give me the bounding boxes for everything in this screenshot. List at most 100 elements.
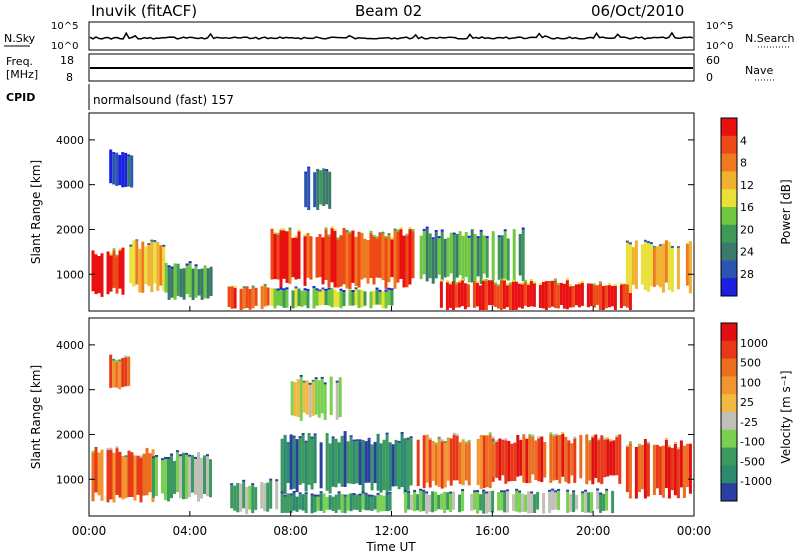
echo-edge-cell (393, 228, 397, 231)
echo-cell (500, 235, 504, 284)
echo-edge-cell (448, 282, 452, 285)
echo-edge-cell (355, 439, 359, 442)
echo-edge-cell (162, 244, 166, 247)
time-axis-label: Time UT (365, 540, 416, 554)
echo-cell (197, 269, 201, 296)
velocity-heatmap (91, 354, 692, 515)
echo-cell (112, 360, 116, 388)
echo-cell (254, 287, 258, 306)
echo-edge-cell (584, 489, 588, 492)
echo-cell (141, 241, 145, 293)
echo-edge-cell (279, 287, 283, 290)
echo-cell (673, 443, 677, 496)
echo-cell (304, 494, 308, 513)
echo-cell (156, 242, 160, 291)
echo-cell (346, 494, 350, 511)
echo-cell (390, 239, 394, 278)
echo-cell (411, 231, 415, 279)
echo-cell (584, 491, 588, 513)
echo-cell (385, 434, 389, 493)
echo-edge-cell (537, 436, 541, 439)
echo-edge-cell (319, 491, 323, 494)
echo-cell (376, 433, 380, 491)
velocity-colorbar: 1000 500 100 25 -25 -100 -500 -1000 (720, 322, 772, 502)
echo-edge-cell (282, 228, 286, 231)
echo-edge-cell (339, 288, 343, 291)
colorbar-swatch (721, 376, 737, 395)
echo-cell (457, 282, 461, 308)
colorbar-tick-label: 28 (740, 268, 754, 281)
echo-edge-cell (603, 437, 607, 440)
echo-edge-cell (115, 446, 119, 449)
echo-edge-cell (288, 227, 292, 230)
echo-cell (682, 445, 686, 498)
echo-cell (603, 439, 607, 478)
echo-cell (142, 453, 146, 496)
echo-edge-cell (303, 288, 307, 291)
beam-title: Beam 02 (355, 2, 422, 20)
echo-edge-cell (599, 492, 603, 495)
echo-cell (121, 357, 125, 388)
echo-cell (164, 262, 168, 293)
echo-edge-cell (124, 355, 128, 358)
echo-edge-cell (555, 433, 559, 436)
echo-cell (230, 485, 234, 509)
echo-cell (505, 285, 509, 308)
echo-cell (328, 443, 332, 494)
echo-cell (530, 493, 534, 514)
echo-cell (384, 291, 388, 309)
echo-cell (460, 280, 464, 307)
echo-cell (588, 442, 592, 481)
echo-edge-cell (304, 440, 308, 443)
echo-edge-cell (251, 285, 255, 288)
echo-edge-cell (476, 236, 480, 239)
echo-cell (479, 494, 483, 511)
echo-cell (508, 284, 512, 310)
echo-edge-cell (115, 254, 119, 257)
echo-cell (562, 283, 566, 309)
echo-edge-cell (505, 283, 509, 286)
freq-tick-top: 18 (60, 54, 74, 67)
echo-cell (360, 232, 364, 280)
echo-edge-cell (381, 231, 385, 234)
colorbar-swatch (721, 465, 737, 484)
echo-edge-cell (378, 289, 382, 292)
echo-cell (100, 449, 104, 501)
echo-edge-cell (531, 434, 535, 437)
echo-cell (206, 268, 210, 299)
echo-edge-cell (434, 442, 438, 445)
echo-cell (422, 491, 426, 512)
colorbar-swatch (721, 207, 737, 226)
echo-edge-cell (615, 435, 619, 438)
echo-cell (348, 233, 352, 289)
echo-cell (536, 491, 540, 510)
echo-cell (367, 439, 371, 483)
velocity-ylabel: Slant Range [km] (29, 365, 43, 469)
echo-cell (658, 246, 662, 288)
echo-cell (280, 438, 284, 493)
echo-cell (298, 494, 302, 510)
echo-cell (413, 491, 417, 512)
echo-edge-cell (352, 439, 356, 442)
echo-cell (360, 290, 364, 308)
echo-cell (498, 438, 502, 481)
echo-cell (481, 280, 485, 310)
echo-cell (263, 483, 267, 512)
echo-cell (357, 231, 361, 288)
echo-cell (553, 280, 557, 309)
echo-cell (311, 381, 315, 416)
echo-edge-cell (609, 439, 613, 442)
ytick-label: 3000 (56, 384, 84, 397)
echo-cell (310, 438, 314, 490)
echo-cell (473, 492, 477, 510)
echo-cell (490, 280, 494, 306)
echo-edge-cell (405, 233, 409, 236)
echo-cell (547, 281, 551, 308)
echo-cell (370, 444, 374, 491)
echo-edge-cell (625, 240, 629, 243)
echo-cell (316, 496, 320, 511)
echo-cell (449, 493, 453, 513)
echo-edge-cell (667, 445, 671, 448)
echo-edge-cell (121, 152, 125, 155)
echo-edge-cell (566, 489, 570, 492)
